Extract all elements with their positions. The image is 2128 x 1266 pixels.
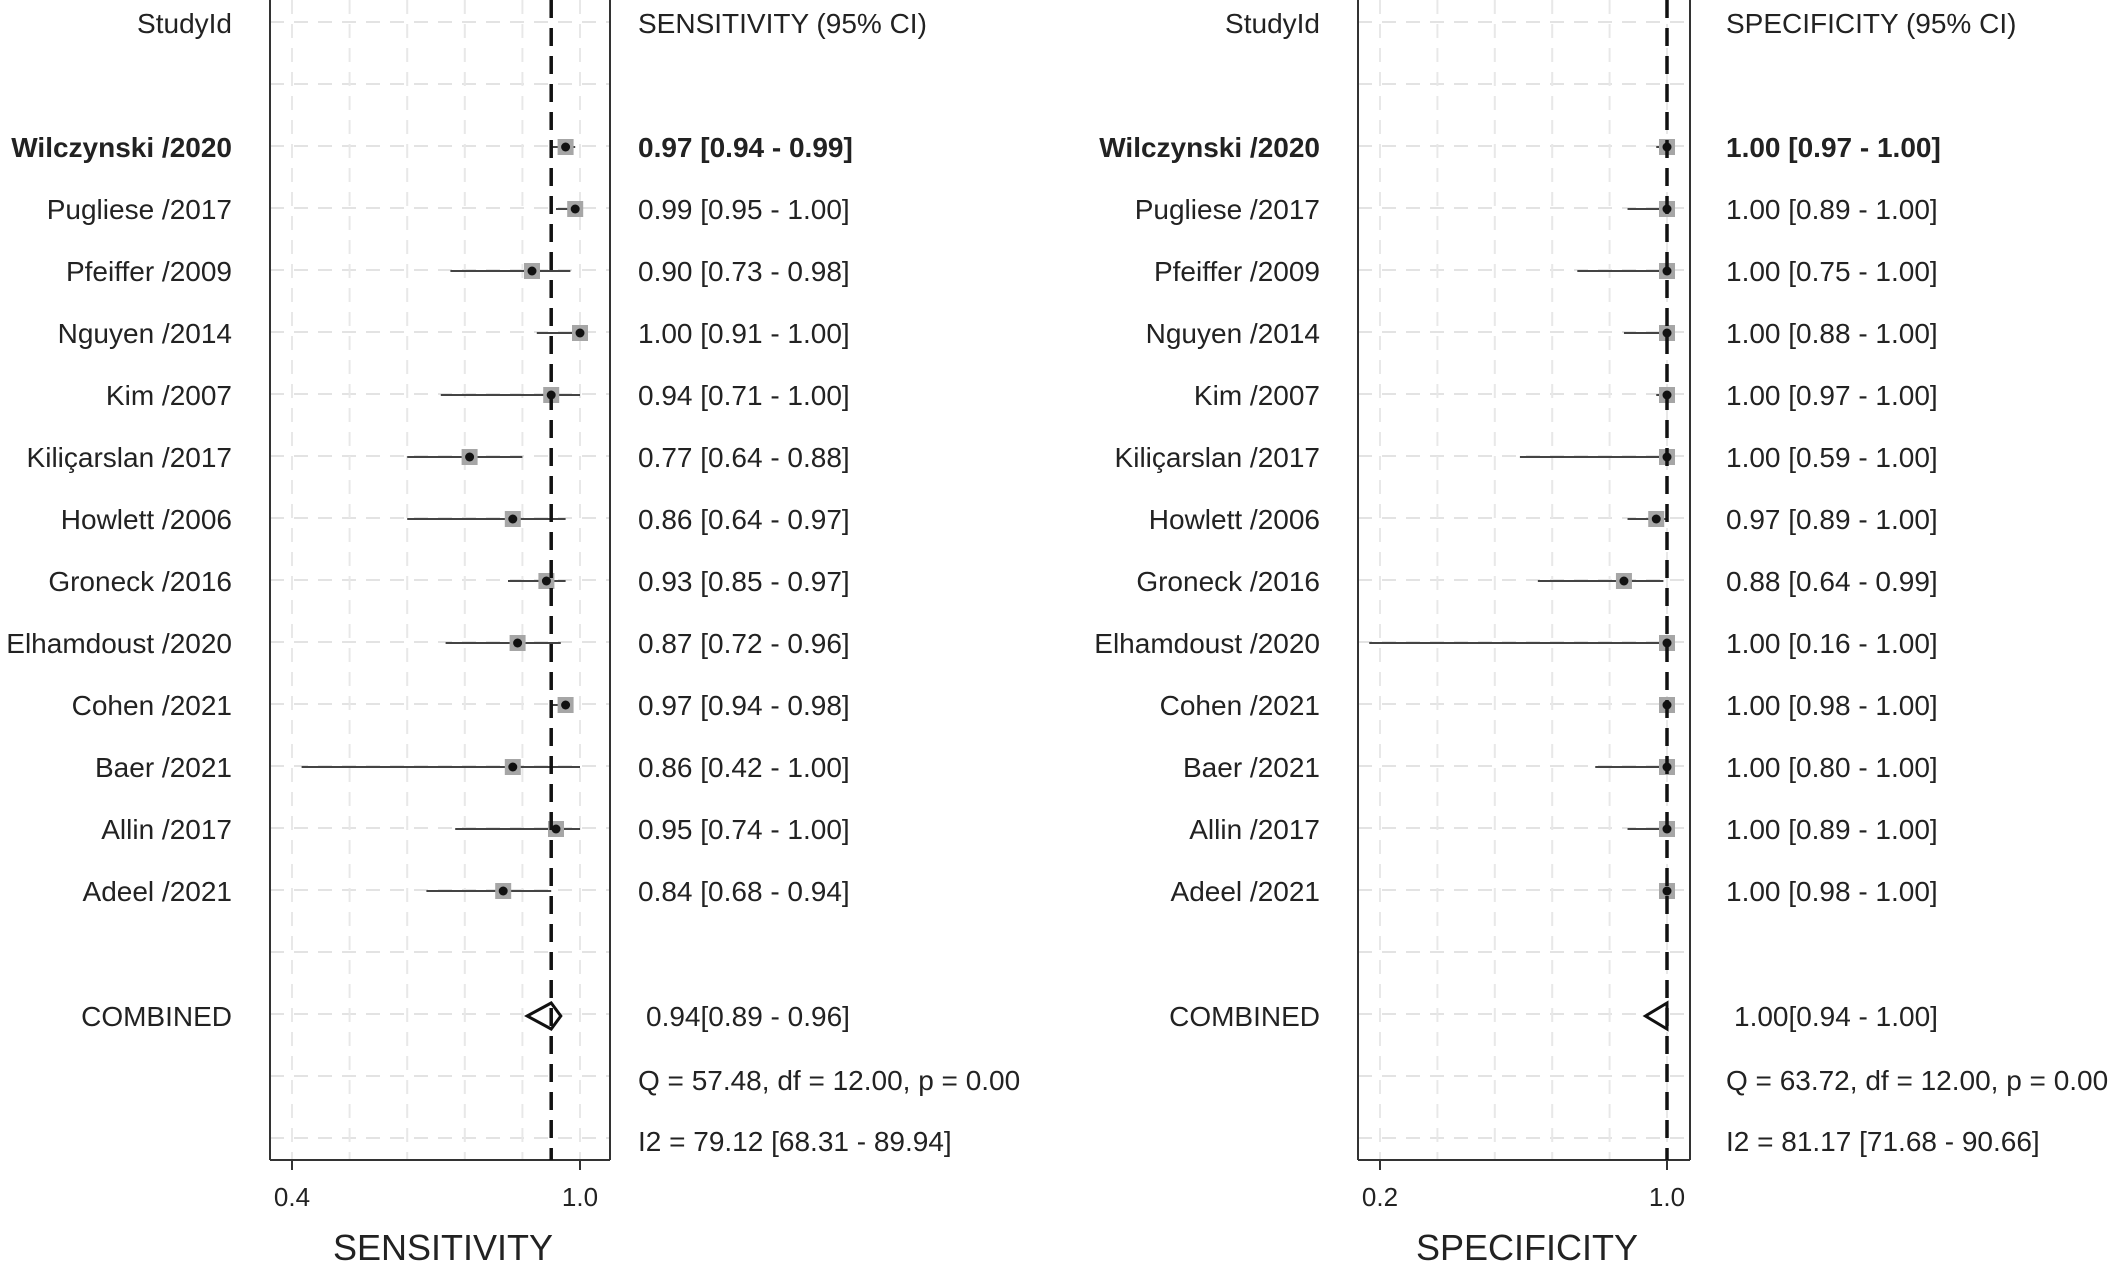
combined-label: COMBINED bbox=[81, 1001, 232, 1032]
point-estimate-marker bbox=[561, 700, 571, 710]
point-estimate-marker bbox=[575, 328, 585, 338]
study-estimate-label: 0.94 [0.71 - 1.00] bbox=[638, 380, 850, 411]
forest-panel-sensitivity: StudyId SENSITIVITY (95% CI) Wilczynski /2… bbox=[6, 0, 1020, 1266]
study-estimate-label: 0.99 [0.95 - 1.00] bbox=[638, 194, 850, 225]
point-estimate-marker bbox=[508, 514, 518, 524]
study-estimate-label: 1.00 [0.80 - 1.00] bbox=[1726, 752, 1938, 783]
point-estimate-marker bbox=[541, 576, 551, 586]
point-estimate-marker bbox=[561, 142, 571, 152]
study-label: Elhamdoust /2020 bbox=[1094, 628, 1320, 659]
study-estimate-label: 0.97 [0.89 - 1.00] bbox=[1726, 504, 1938, 535]
point-estimate-marker bbox=[1662, 328, 1672, 338]
study-label: Groneck /2016 bbox=[1136, 566, 1320, 597]
study-estimate-label: 0.90 [0.73 - 0.98] bbox=[638, 256, 850, 287]
study-estimate-label: 1.00 [0.89 - 1.00] bbox=[1726, 194, 1938, 225]
study-label: Pugliese /2017 bbox=[1135, 194, 1320, 225]
point-estimate-marker bbox=[1651, 514, 1661, 524]
study-label: Nguyen /2014 bbox=[1146, 318, 1320, 349]
point-estimate-marker bbox=[465, 452, 475, 462]
study-estimate-label: 1.00 [0.16 - 1.00] bbox=[1726, 628, 1938, 659]
study-label: Wilczynski /2020 bbox=[1099, 132, 1320, 163]
study-estimate-label: 0.84 [0.68 - 0.94] bbox=[638, 876, 850, 907]
x-tick-label: 1.0 bbox=[562, 1182, 598, 1212]
x-tick-label: 0.2 bbox=[1362, 1182, 1398, 1212]
study-estimate-label: 1.00 [0.98 - 1.00] bbox=[1726, 690, 1938, 721]
study-label: Howlett /2006 bbox=[61, 504, 232, 535]
study-estimate-label: 0.87 [0.72 - 0.96] bbox=[638, 628, 850, 659]
study-estimate-label: 0.97 [0.94 - 0.99] bbox=[638, 132, 853, 163]
study-estimate-label: 1.00 [0.97 - 1.00] bbox=[1726, 380, 1938, 411]
study-estimate-label: 1.00 [0.88 - 1.00] bbox=[1726, 318, 1938, 349]
point-estimate-marker bbox=[1662, 638, 1672, 648]
study-label: Kiliçarslan /2017 bbox=[27, 442, 232, 473]
stat-column-header: SPECIFICITY (95% CI) bbox=[1726, 8, 2016, 39]
study-label: Howlett /2006 bbox=[1149, 504, 1320, 535]
study-estimate-label: 0.88 [0.64 - 0.99] bbox=[1726, 566, 1938, 597]
study-label: Kim /2007 bbox=[1194, 380, 1320, 411]
combined-estimate-label: 1.00[0.94 - 1.00] bbox=[1734, 1001, 1938, 1032]
point-estimate-marker bbox=[1619, 576, 1629, 586]
study-label: Allin /2017 bbox=[101, 814, 232, 845]
stat-column-header: SENSITIVITY (95% CI) bbox=[638, 8, 927, 39]
heterogeneity-stat: Q = 63.72, df = 12.00, p = 0.00 bbox=[1726, 1065, 2108, 1096]
x-tick-label: 1.0 bbox=[1649, 1182, 1685, 1212]
combined-label: COMBINED bbox=[1169, 1001, 1320, 1032]
study-label: Pfeiffer /2009 bbox=[66, 256, 232, 287]
heterogeneity-stat: Q = 57.48, df = 12.00, p = 0.00 bbox=[638, 1065, 1020, 1096]
heterogeneity-stat: I2 = 81.17 [71.68 - 90.66] bbox=[1726, 1126, 2040, 1157]
study-label: Pugliese /2017 bbox=[47, 194, 232, 225]
x-axis-title: SPECIFICITY bbox=[1416, 1227, 1638, 1266]
study-estimate-label: 0.86 [0.64 - 0.97] bbox=[638, 504, 850, 535]
study-label: Groneck /2016 bbox=[48, 566, 232, 597]
study-label: Elhamdoust /2020 bbox=[6, 628, 232, 659]
point-estimate-marker bbox=[498, 886, 508, 896]
point-estimate-marker bbox=[508, 762, 518, 772]
study-label: Nguyen /2014 bbox=[58, 318, 232, 349]
x-tick-label: 0.4 bbox=[274, 1182, 310, 1212]
study-estimate-label: 1.00 [0.91 - 1.00] bbox=[638, 318, 850, 349]
study-label: Kim /2007 bbox=[106, 380, 232, 411]
point-estimate-marker bbox=[1662, 266, 1672, 276]
study-estimate-label: 0.95 [0.74 - 1.00] bbox=[638, 814, 850, 845]
study-estimate-label: 1.00 [0.97 - 1.00] bbox=[1726, 132, 1941, 163]
study-label: Allin /2017 bbox=[1189, 814, 1320, 845]
point-estimate-marker bbox=[527, 266, 537, 276]
study-estimate-label: 0.97 [0.94 - 0.98] bbox=[638, 690, 850, 721]
heterogeneity-stat: I2 = 79.12 [68.31 - 89.94] bbox=[638, 1126, 952, 1157]
combined-estimate-label: 0.94[0.89 - 0.96] bbox=[646, 1001, 850, 1032]
point-estimate-marker bbox=[551, 824, 561, 834]
combined-diamond bbox=[524, 1001, 563, 1031]
study-estimate-label: 1.00 [0.98 - 1.00] bbox=[1726, 876, 1938, 907]
combined-diamond bbox=[1642, 1000, 1669, 1032]
study-estimate-label: 0.77 [0.64 - 0.88] bbox=[638, 442, 850, 473]
study-label: Baer /2021 bbox=[1183, 752, 1320, 783]
study-label: Wilczynski /2020 bbox=[11, 132, 232, 163]
study-column-header: StudyId bbox=[1225, 8, 1320, 39]
study-label: Baer /2021 bbox=[95, 752, 232, 783]
forest-panel-specificity: StudyId SPECIFICITY (95% CI) Wilczynski /2… bbox=[1094, 0, 2108, 1266]
x-axis-title: SENSITIVITY bbox=[333, 1227, 553, 1266]
study-label: Adeel /2021 bbox=[83, 876, 232, 907]
study-estimate-label: 0.93 [0.85 - 0.97] bbox=[638, 566, 850, 597]
study-label: Cohen /2021 bbox=[1160, 690, 1320, 721]
study-label: Cohen /2021 bbox=[72, 690, 232, 721]
study-column-header: StudyId bbox=[137, 8, 232, 39]
point-estimate-marker bbox=[1662, 886, 1672, 896]
study-estimate-label: 1.00 [0.89 - 1.00] bbox=[1726, 814, 1938, 845]
study-estimate-label: 0.86 [0.42 - 1.00] bbox=[638, 752, 850, 783]
study-label: Pfeiffer /2009 bbox=[1154, 256, 1320, 287]
study-label: Adeel /2021 bbox=[1171, 876, 1320, 907]
point-estimate-marker bbox=[570, 204, 580, 214]
study-label: Kiliçarslan /2017 bbox=[1115, 442, 1320, 473]
point-estimate-marker bbox=[513, 638, 523, 648]
study-estimate-label: 1.00 [0.75 - 1.00] bbox=[1726, 256, 1938, 287]
study-estimate-label: 1.00 [0.59 - 1.00] bbox=[1726, 442, 1938, 473]
